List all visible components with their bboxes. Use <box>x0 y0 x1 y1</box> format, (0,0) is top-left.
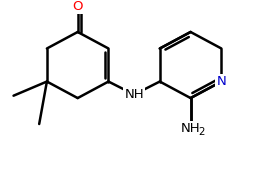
Text: N: N <box>216 75 226 88</box>
Text: 2: 2 <box>198 127 205 137</box>
Text: NH: NH <box>124 88 144 101</box>
Text: O: O <box>72 0 83 13</box>
Text: NH: NH <box>181 122 200 135</box>
